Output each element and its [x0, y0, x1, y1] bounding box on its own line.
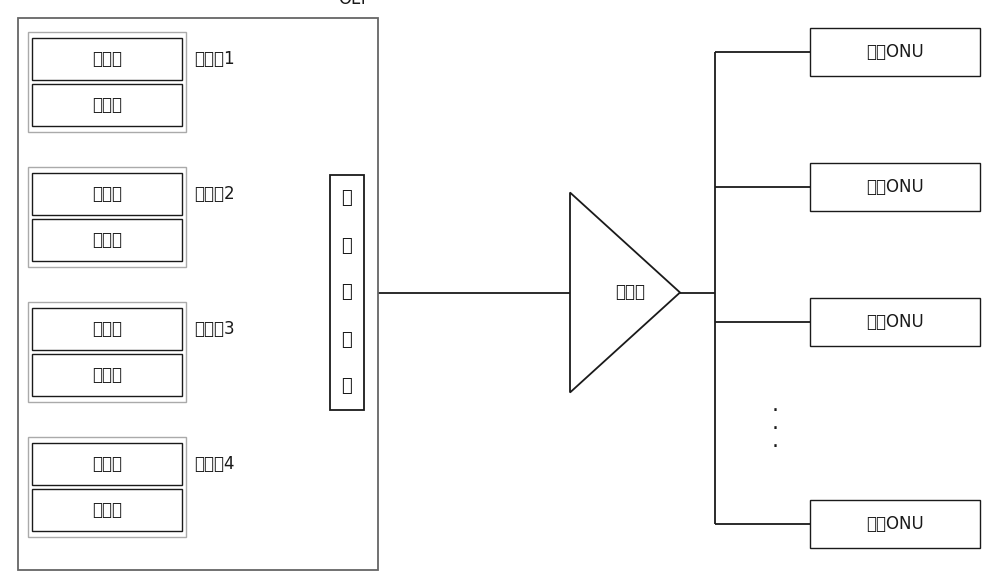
Text: 用: 用 — [342, 331, 352, 349]
Text: .: . — [772, 413, 778, 433]
Bar — [810, 500, 980, 548]
Text: 分: 分 — [342, 236, 352, 254]
Text: 波长夶1: 波长夶1 — [194, 50, 235, 68]
Text: .: . — [772, 395, 778, 415]
Bar — [32, 38, 182, 80]
Bar — [32, 489, 182, 531]
Text: 复: 复 — [342, 284, 352, 301]
Text: 接收机: 接收机 — [92, 96, 122, 114]
Bar — [18, 18, 378, 570]
Text: 发射机: 发射机 — [92, 320, 122, 338]
Text: 发射机: 发射机 — [92, 50, 122, 68]
Text: 器: 器 — [342, 377, 352, 395]
Bar — [28, 302, 186, 402]
Text: 发射机: 发射机 — [92, 455, 122, 473]
Text: 无色ONU: 无色ONU — [866, 515, 924, 533]
Bar — [32, 354, 182, 396]
Bar — [32, 84, 182, 126]
Bar — [330, 175, 364, 410]
Text: OLT: OLT — [338, 0, 368, 8]
Bar — [810, 298, 980, 346]
Bar — [28, 167, 186, 267]
Bar — [32, 308, 182, 350]
Text: 波: 波 — [342, 190, 352, 208]
Text: 分光器: 分光器 — [615, 284, 645, 301]
Bar — [32, 173, 182, 215]
Text: 无色ONU: 无色ONU — [866, 178, 924, 196]
Text: 波长夶4: 波长夶4 — [194, 455, 234, 473]
Bar — [810, 163, 980, 211]
Text: 发射机: 发射机 — [92, 185, 122, 203]
Bar — [28, 437, 186, 537]
Text: 波长夶2: 波长夶2 — [194, 185, 235, 203]
Text: 接收机: 接收机 — [92, 231, 122, 249]
Text: 无色ONU: 无色ONU — [866, 43, 924, 61]
Text: .: . — [772, 431, 778, 451]
Text: 接收机: 接收机 — [92, 501, 122, 519]
Bar — [32, 219, 182, 261]
Text: 接收机: 接收机 — [92, 366, 122, 384]
Bar — [810, 28, 980, 76]
Bar — [32, 443, 182, 485]
Text: 无色ONU: 无色ONU — [866, 313, 924, 331]
Bar — [28, 32, 186, 132]
Text: 波长夶3: 波长夶3 — [194, 320, 235, 338]
